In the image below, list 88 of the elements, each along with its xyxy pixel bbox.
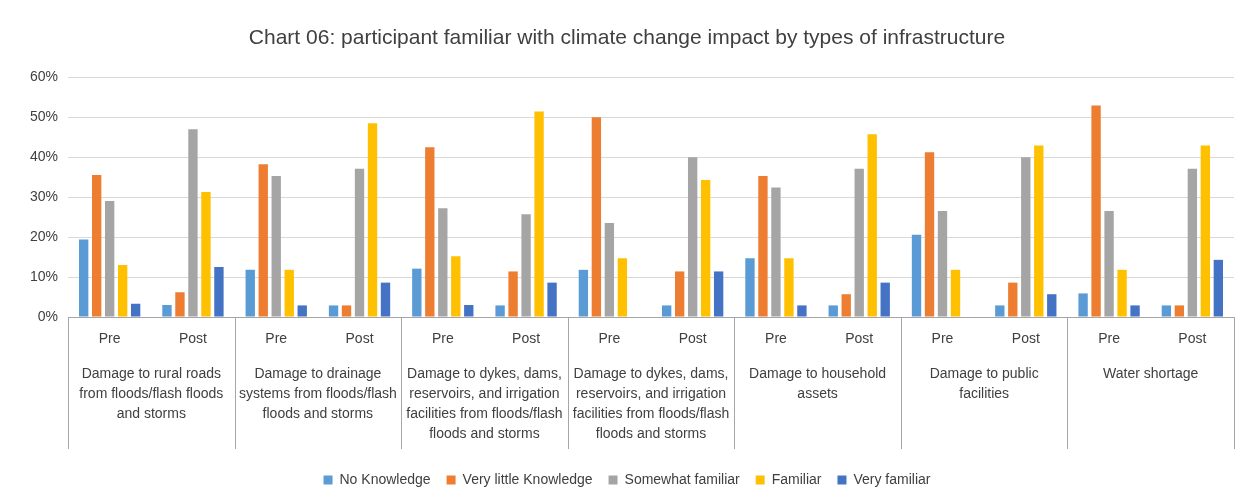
bar <box>1047 294 1057 317</box>
bar <box>867 134 877 317</box>
bar <box>745 258 755 317</box>
bar <box>1161 305 1172 317</box>
bar <box>79 239 89 317</box>
x-tick-label: Post <box>1011 330 1040 347</box>
x-tick-label: Post <box>678 330 707 347</box>
bar <box>1091 105 1101 317</box>
x-tick-label: Post <box>845 330 874 347</box>
bar <box>464 305 474 317</box>
x-tick-label: Pre <box>98 330 121 347</box>
bar <box>297 305 307 317</box>
bar <box>911 234 922 317</box>
bar <box>924 152 935 317</box>
bar <box>828 305 838 317</box>
x-tick-label: Post <box>345 330 374 347</box>
bar <box>1008 282 1018 317</box>
bar <box>995 305 1005 317</box>
bar <box>674 271 685 317</box>
bar <box>495 305 505 317</box>
legend-label: Familiar <box>771 470 822 487</box>
bar <box>367 123 378 317</box>
text: Damage to dykes, dams, reservoirs, and irrigation facilities from floods/flash floods and storms <box>406 364 563 441</box>
bar <box>130 303 141 317</box>
text: Water shortage <box>1103 364 1199 381</box>
bar <box>284 269 294 317</box>
bar <box>797 305 807 317</box>
bar <box>950 269 961 317</box>
y-tick-label: 30% <box>29 187 59 204</box>
bar <box>328 305 339 317</box>
text: Damage to rural roads from floods/flash floods and storms <box>79 364 224 421</box>
bar <box>1213 259 1224 317</box>
x-tick-label: Pre <box>431 330 454 347</box>
legend-label: Very familiar <box>853 470 931 487</box>
bar <box>162 305 172 317</box>
bar <box>1034 145 1044 317</box>
bar <box>1117 269 1127 317</box>
bar <box>425 147 435 317</box>
x-tick-label: Pre <box>765 330 788 347</box>
y-tick-label: 60% <box>29 68 59 85</box>
bar <box>1078 293 1088 317</box>
bar <box>214 267 224 317</box>
bar <box>380 282 391 317</box>
bar <box>117 265 128 317</box>
bar <box>784 258 794 317</box>
x-tick-label: Post <box>178 330 208 347</box>
bar <box>175 292 185 317</box>
legend-label: Somewhat familiar <box>624 470 741 487</box>
y-tick-label: 10% <box>29 267 59 284</box>
bar <box>412 268 422 317</box>
bar <box>547 282 557 317</box>
y-tick-label: 0% <box>37 307 59 324</box>
y-tick-label: 20% <box>29 227 59 244</box>
bar <box>1200 145 1211 317</box>
legend-label: Very little Knowledge <box>462 470 593 487</box>
x-tick-label: Pre <box>265 330 288 347</box>
y-tick-label: 40% <box>29 147 59 164</box>
bar <box>258 164 268 317</box>
bar <box>245 269 255 317</box>
bar <box>758 175 768 317</box>
x-tick-label: Post <box>512 330 541 347</box>
text: Damage to public facilities <box>929 364 1039 401</box>
bar <box>1130 305 1140 317</box>
bar <box>617 258 628 317</box>
bar <box>578 269 589 317</box>
text: Damage to household assets <box>749 364 887 401</box>
x-tick-label: Pre <box>931 330 954 347</box>
chart-title: Chart 06: participant familiar with climate change impact by types of infrastructure <box>248 25 1006 49</box>
bar <box>880 282 890 317</box>
bar <box>700 179 711 317</box>
bar <box>534 111 544 317</box>
bar <box>713 271 724 317</box>
bar <box>341 305 352 317</box>
bar <box>91 175 102 317</box>
bar <box>201 191 211 317</box>
bar <box>451 256 461 317</box>
bar <box>508 271 518 317</box>
x-tick-label: Post <box>1178 330 1207 347</box>
bar <box>841 294 851 317</box>
y-tick-label: 50% <box>29 108 59 125</box>
bar <box>1174 305 1185 317</box>
x-tick-label: Pre <box>598 330 621 347</box>
text: Damage to dykes, dams, reservoirs, and irrigation facilities from floods/flash floods and storms <box>572 364 730 441</box>
bar <box>591 117 602 317</box>
text: Damage to drainage systems from floods/flash floods and storms <box>238 364 397 421</box>
legend-label: No Knowledge <box>339 470 431 487</box>
bar <box>661 305 672 317</box>
x-tick-label: Pre <box>1098 330 1121 347</box>
